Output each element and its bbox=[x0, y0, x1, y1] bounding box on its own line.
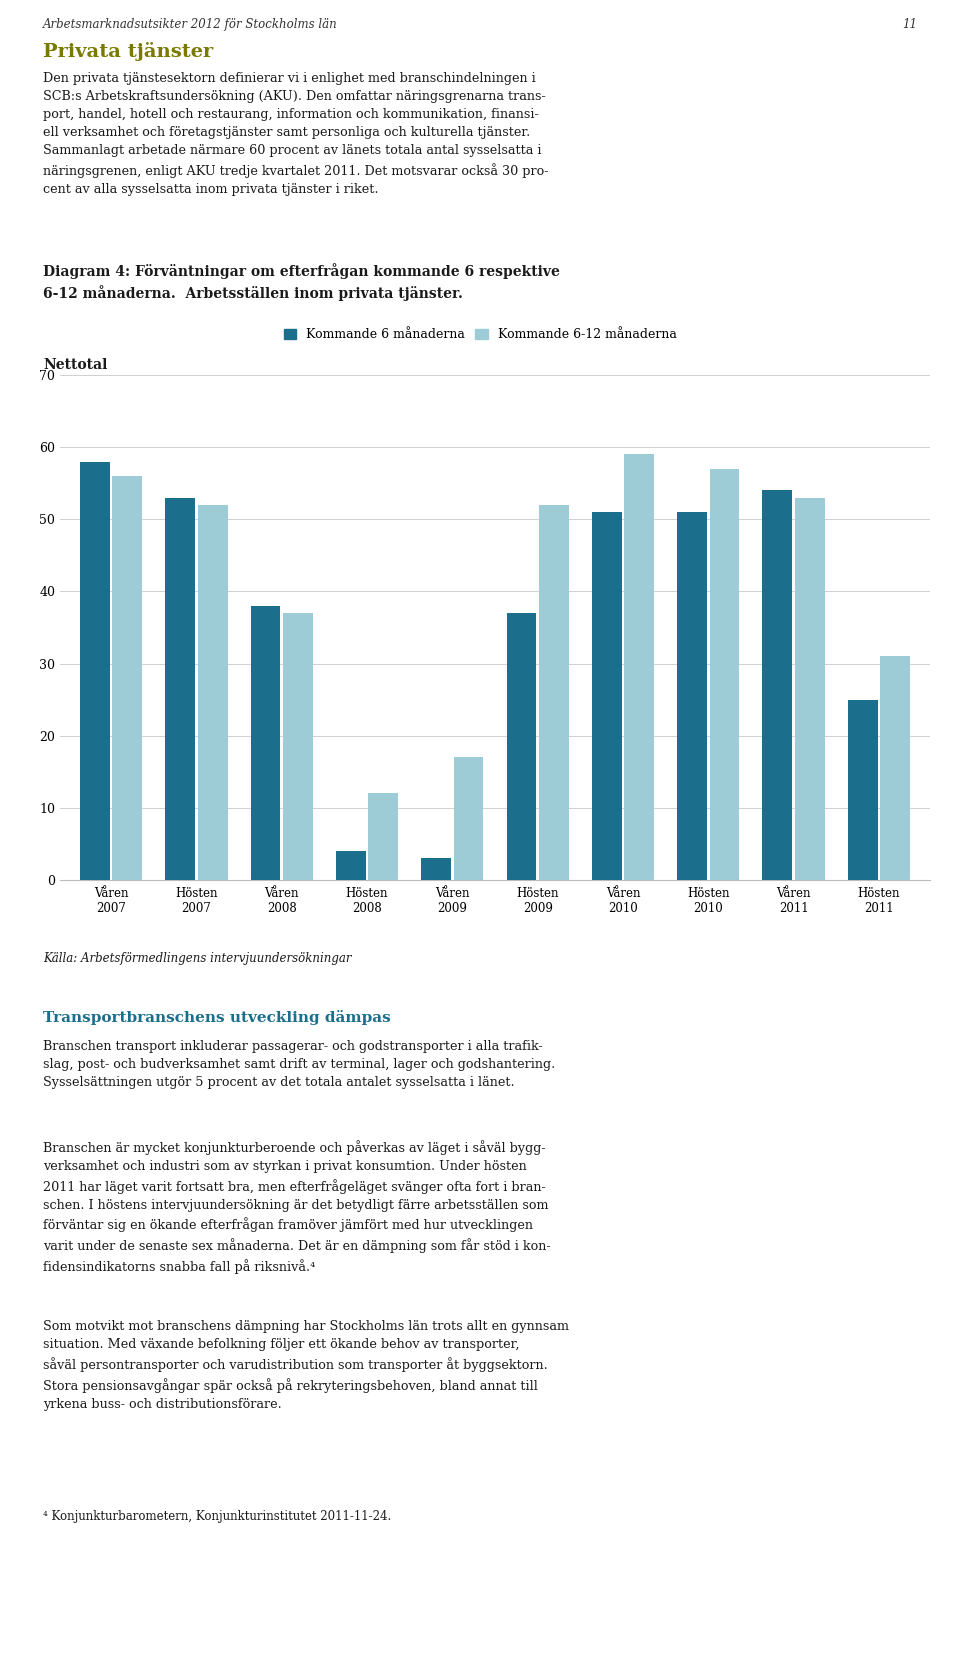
Bar bbox=[507, 613, 537, 881]
Bar bbox=[165, 498, 195, 881]
Text: Arbetsmarknadsutsikter 2012 för Stockholms län: Arbetsmarknadsutsikter 2012 för Stockhol… bbox=[43, 18, 338, 32]
Bar bbox=[112, 476, 142, 881]
Bar bbox=[283, 613, 313, 881]
Bar bbox=[677, 511, 707, 881]
Text: Diagram 4: Förväntningar om efterfrågan kommande 6 respektive
6-12 månaderna.  A: Diagram 4: Förväntningar om efterfrågan … bbox=[43, 262, 560, 301]
Text: 11: 11 bbox=[901, 18, 917, 32]
Bar bbox=[251, 607, 280, 881]
Bar bbox=[198, 505, 228, 881]
Legend: Kommande 6 månaderna, Kommande 6-12 månaderna: Kommande 6 månaderna, Kommande 6-12 måna… bbox=[283, 328, 677, 341]
Bar bbox=[795, 498, 825, 881]
Bar bbox=[369, 794, 398, 881]
Text: Nettotal: Nettotal bbox=[43, 358, 108, 373]
Text: Transportbranschens utveckling dämpas: Transportbranschens utveckling dämpas bbox=[43, 1009, 391, 1024]
Bar bbox=[591, 511, 622, 881]
Bar bbox=[454, 757, 484, 881]
Bar bbox=[880, 657, 910, 881]
Bar bbox=[336, 851, 366, 881]
Text: Som motvikt mot branschens dämpning har Stockholms län trots allt en gynnsam
sit: Som motvikt mot branschens dämpning har … bbox=[43, 1320, 569, 1410]
Text: ⁴ Konjunkturbarometern, Konjunkturinstitutet 2011-11-24.: ⁴ Konjunkturbarometern, Konjunkturinstit… bbox=[43, 1511, 392, 1522]
Bar bbox=[848, 700, 877, 881]
Text: Branschen är mycket konjunkturberoende och påverkas av läget i såväl bygg-
verks: Branschen är mycket konjunkturberoende o… bbox=[43, 1140, 551, 1273]
Bar bbox=[762, 490, 792, 881]
Text: Branschen transport inkluderar passagerar- och godstransporter i alla trafik-
sl: Branschen transport inkluderar passagera… bbox=[43, 1039, 556, 1089]
Bar bbox=[624, 455, 654, 881]
Text: Privata tjänster: Privata tjänster bbox=[43, 42, 213, 62]
Text: Källa: Arbetsförmedlingens intervjuundersökningar: Källa: Arbetsförmedlingens intervjuunder… bbox=[43, 952, 351, 964]
Bar bbox=[709, 470, 739, 881]
Bar bbox=[80, 461, 109, 881]
Bar bbox=[421, 859, 451, 881]
Text: Den privata tjänstesektorn definierar vi i enlighet med branschindelningen i
SCB: Den privata tjänstesektorn definierar vi… bbox=[43, 72, 549, 196]
Bar bbox=[539, 505, 568, 881]
